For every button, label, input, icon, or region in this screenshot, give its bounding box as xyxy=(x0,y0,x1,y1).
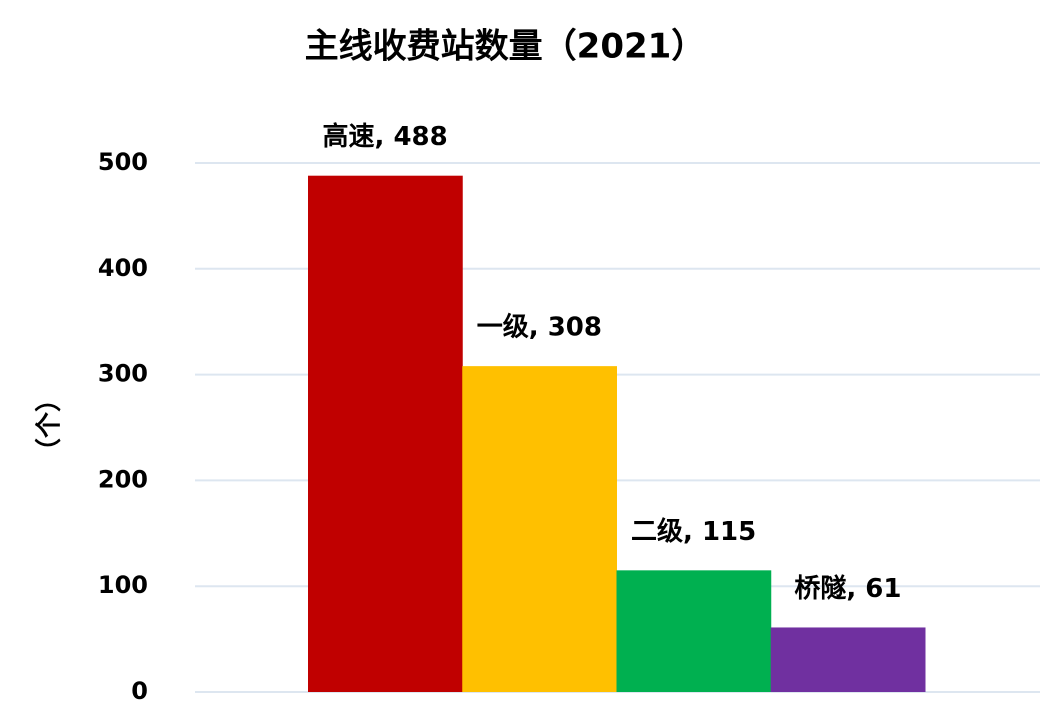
y-tick-label: 400 xyxy=(98,254,148,282)
chart-title: 主线收费站数量（2021） xyxy=(305,27,706,67)
data-label: 桥隧, 61 xyxy=(794,574,901,604)
bar xyxy=(308,175,463,693)
data-label: 一级, 308 xyxy=(477,312,602,343)
data-label: 二级, 115 xyxy=(631,516,756,547)
y-tick-label: 200 xyxy=(98,465,148,493)
y-tick-label: 100 xyxy=(98,571,148,599)
bar xyxy=(462,366,617,692)
y-tick-label: 0 xyxy=(131,677,148,705)
bar xyxy=(770,627,926,692)
y-tick-label: 300 xyxy=(98,360,148,388)
y-axis-label: （个） xyxy=(35,386,65,464)
bar xyxy=(616,570,772,692)
y-tick-label: 500 xyxy=(98,148,148,176)
data-label: 高速, 488 xyxy=(323,121,448,152)
